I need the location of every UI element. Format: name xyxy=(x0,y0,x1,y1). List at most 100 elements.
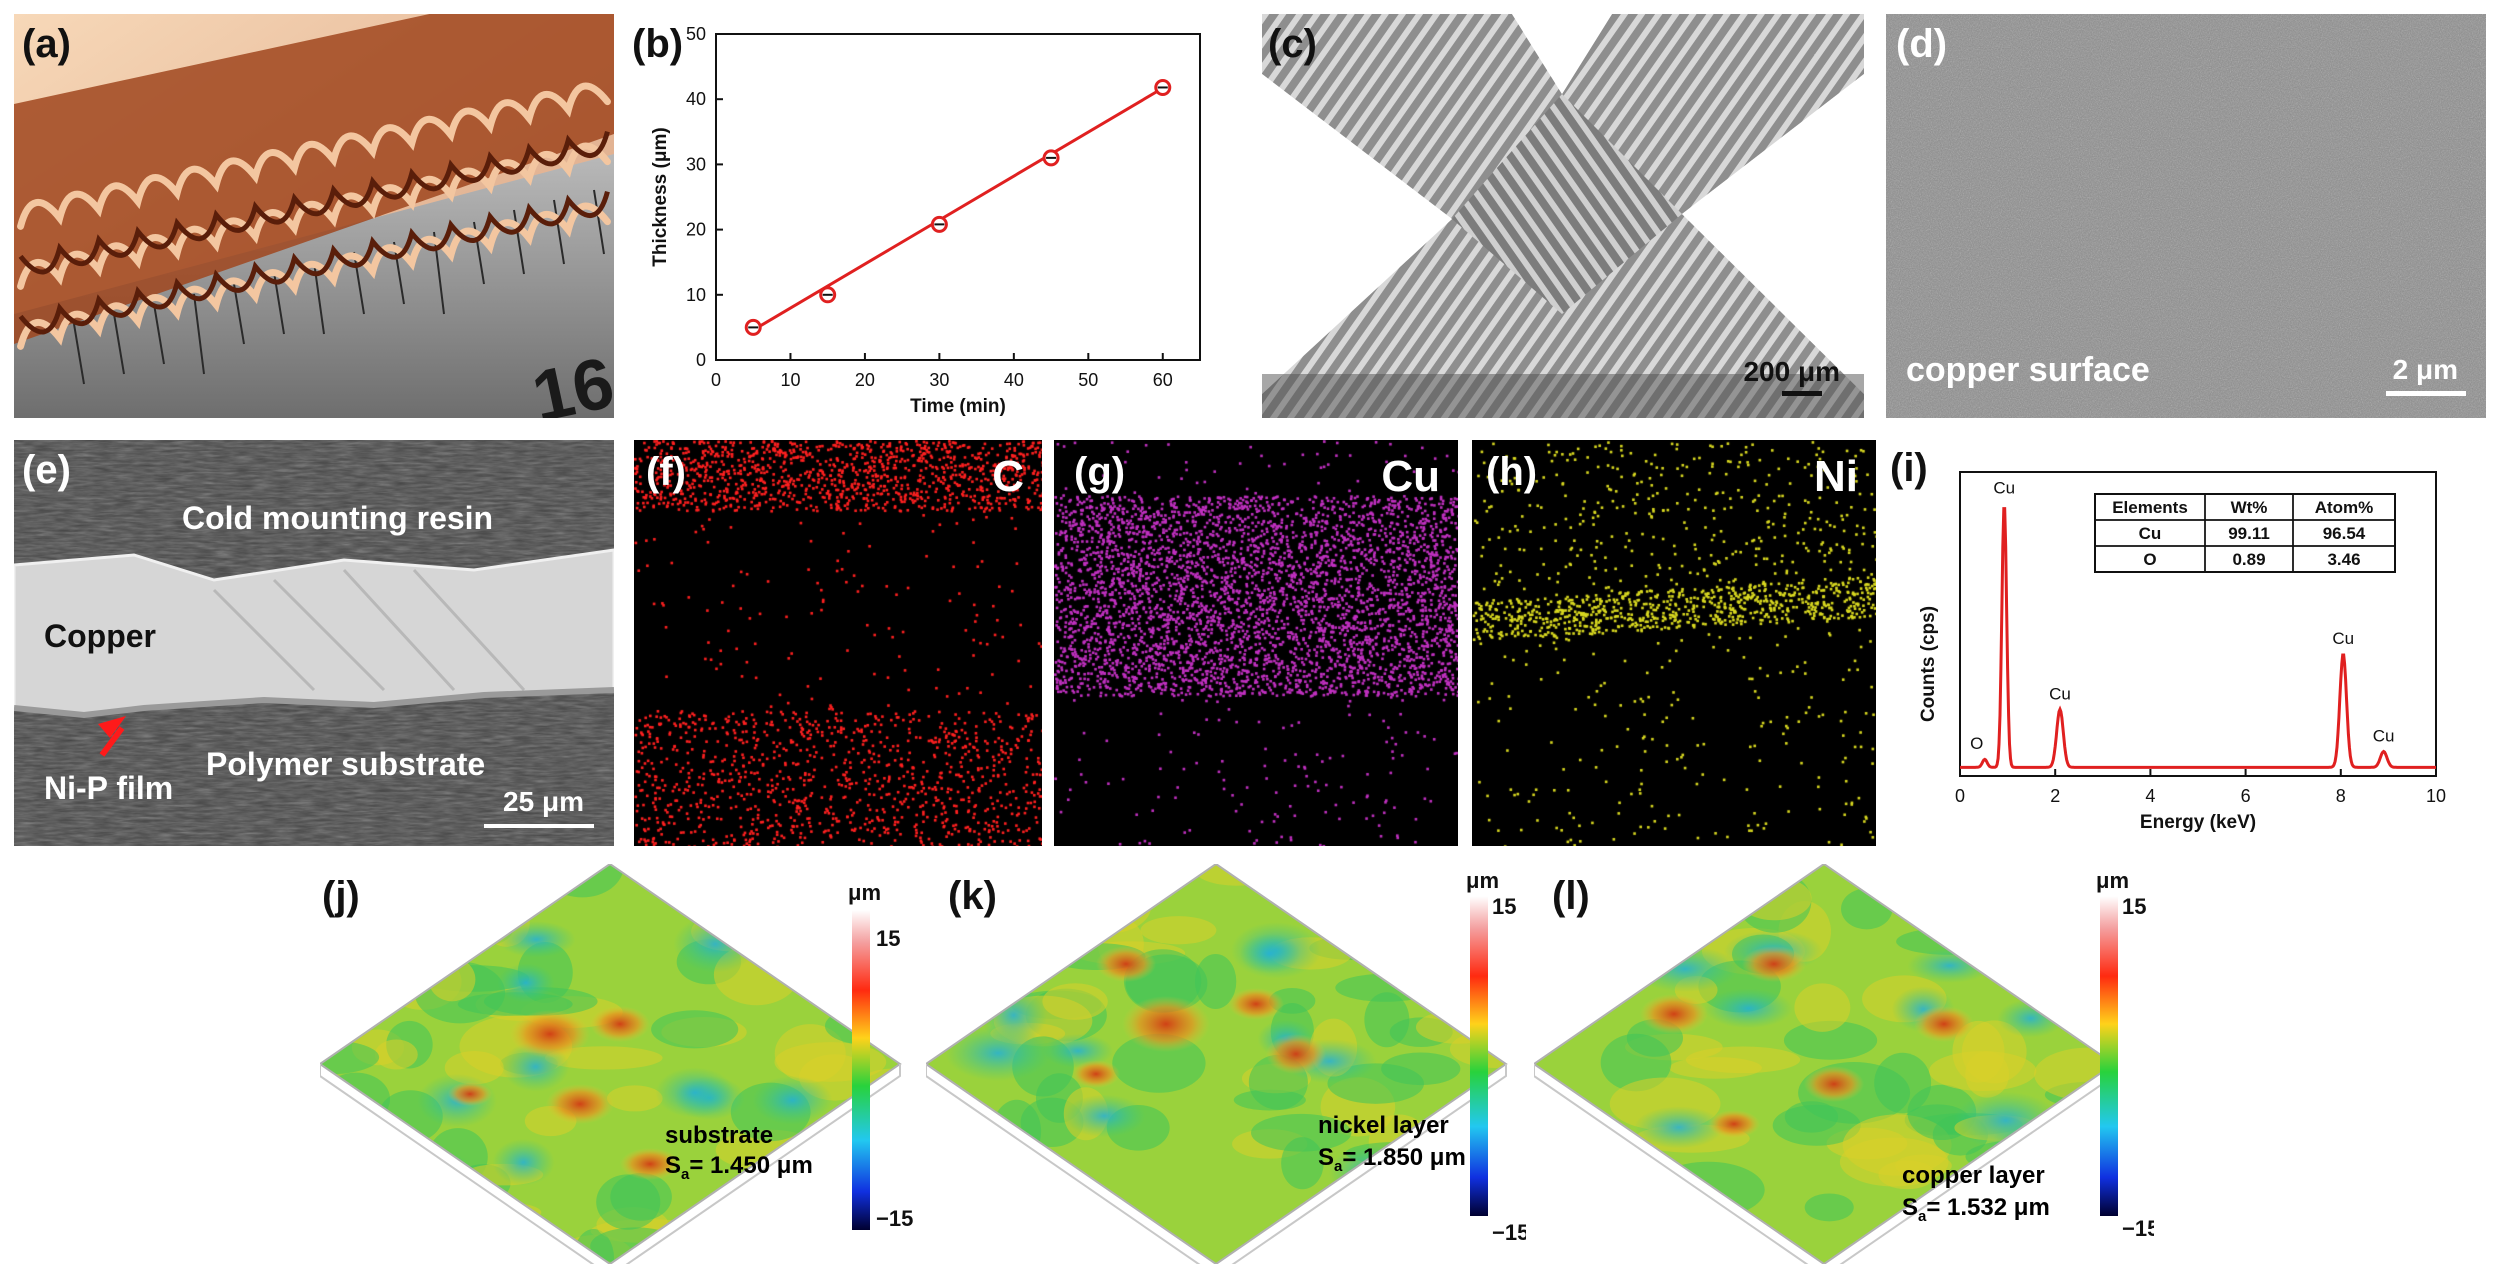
surface-patch xyxy=(764,908,812,965)
peak-label: Cu xyxy=(1993,478,2015,497)
peak-label: O xyxy=(1970,734,1983,753)
surface-peak xyxy=(448,1082,492,1106)
surface-patch xyxy=(1348,877,1403,906)
surface-low xyxy=(1704,988,1793,1029)
surface-peak xyxy=(1228,988,1284,1020)
surface-low xyxy=(655,1067,735,1118)
surface-patch xyxy=(1946,900,2016,938)
lattice-photo: 16 xyxy=(14,14,614,418)
x-tick-label: 20 xyxy=(855,370,875,390)
copper-surface-caption: copper surface xyxy=(1906,351,2150,389)
x-tick-label: 0 xyxy=(1955,786,1965,806)
surface-name-j: substrate xyxy=(665,1122,774,1149)
panel-e-cross-section: (e) Cold mounting resin Copper Polymer s… xyxy=(14,440,614,846)
surface-patch xyxy=(428,957,476,1002)
x-tick-label: 60 xyxy=(1153,370,1173,390)
table-value: Cu xyxy=(2139,524,2162,543)
surface-peak xyxy=(1096,946,1156,982)
surface-patch xyxy=(1794,983,1851,1032)
svg-text:−15: −15 xyxy=(1492,1220,1526,1244)
surface-patch xyxy=(2034,1047,2114,1101)
scale-bar-label-d: 2 μm xyxy=(2392,354,2458,385)
roughness-l: Sa= 1.532 μm xyxy=(1902,1194,2050,1225)
element-label-cu: Cu xyxy=(1381,452,1440,501)
panel-label-d: (d) xyxy=(1896,22,1948,66)
surface-edge xyxy=(926,1064,1507,1264)
y-axis-label: Thickness (μm) xyxy=(650,127,671,266)
surface-peak xyxy=(1640,994,1708,1034)
surface-patch xyxy=(1647,871,1740,902)
roughness-j: Sa= 1.450 μm xyxy=(665,1152,813,1183)
panel-label-b: (b) xyxy=(632,22,684,66)
copper-label: Copper xyxy=(44,618,156,654)
surface-patch xyxy=(596,1174,661,1230)
surface-patch xyxy=(354,1187,437,1230)
surface-patch xyxy=(792,950,846,982)
colorbar-min: −15 xyxy=(876,1206,913,1231)
y-axis-label: Counts (cps) xyxy=(1918,606,1939,722)
surface-low xyxy=(492,1138,555,1186)
cu-map xyxy=(1054,440,1458,846)
surface-low xyxy=(1952,1091,2059,1150)
surface-patch xyxy=(1400,1204,1473,1245)
y-tick-label: 10 xyxy=(686,285,706,305)
surface-patch xyxy=(1641,907,1745,928)
surface-patch xyxy=(1804,1193,1854,1222)
surface-peak xyxy=(1708,1110,1760,1138)
surface-patch xyxy=(1997,927,2075,965)
panel-c-sem: (c) 200 μm xyxy=(1262,14,1864,418)
panel-j-topography: (j) substrate Sa= 1.450 μm μm 15 −15 xyxy=(320,864,920,1264)
surface-patch xyxy=(1066,878,1152,934)
spectrum-line xyxy=(1960,507,2436,769)
surface-patch xyxy=(320,1183,399,1228)
surface-patch xyxy=(1599,952,1646,981)
surface-patch xyxy=(1651,1161,1765,1218)
element-label-ni: Ni xyxy=(1814,452,1858,501)
arrow-icon xyxy=(98,716,126,738)
surface-patch xyxy=(930,922,1016,967)
panel-label-e: (e) xyxy=(22,448,71,492)
panel-h-eds-ni: (h) Ni xyxy=(1472,440,1876,846)
element-label-c: C xyxy=(992,452,1024,501)
table-header: Wt% xyxy=(2231,498,2268,517)
surface-patch xyxy=(1534,1142,1583,1206)
panel-label-f: (f) xyxy=(646,450,686,494)
surface-name-k: nickel layer xyxy=(1318,1112,1449,1139)
cross-section-image xyxy=(14,440,614,846)
surface-patch xyxy=(986,1179,1097,1208)
panel-f-eds-c: (f) C xyxy=(634,440,1042,846)
resin-label: Cold mounting resin xyxy=(182,500,494,536)
surface-patch xyxy=(651,1010,739,1049)
svg-text:μm: μm xyxy=(2096,868,2129,893)
panel-label-l: (l) xyxy=(1552,874,1590,918)
surface-peak xyxy=(1804,1066,1864,1102)
surface-patch xyxy=(1063,883,1112,946)
fit-line xyxy=(752,86,1164,332)
surface-low xyxy=(980,986,1048,1045)
y-tick-label: 20 xyxy=(686,220,706,240)
surface-patch xyxy=(1600,1033,1672,1092)
table-value: 0.89 xyxy=(2232,550,2265,569)
surface-patch xyxy=(1140,916,1217,945)
surface-patch xyxy=(457,992,573,1016)
x-tick-label: 4 xyxy=(2145,786,2155,806)
x-tick-label: 2 xyxy=(2050,786,2060,806)
surface-low xyxy=(497,921,576,958)
panel-label-j: (j) xyxy=(322,874,360,918)
surface-patch xyxy=(1929,1051,2037,1091)
surface-patch xyxy=(1964,1236,2045,1264)
table-value: O xyxy=(2143,550,2156,569)
surface-edge xyxy=(320,1064,901,1264)
colorbar-max: 15 xyxy=(876,926,900,951)
surface-patch xyxy=(2065,1243,2114,1264)
surface-patch xyxy=(1895,1154,1952,1177)
surface-patch xyxy=(1927,1247,2015,1264)
plot-frame xyxy=(1959,471,2437,777)
colorbar-unit: μm xyxy=(848,884,881,905)
surface-patch xyxy=(1360,933,1446,975)
x-tick-label: 30 xyxy=(929,370,949,390)
surface-patch xyxy=(607,1085,663,1112)
surface-patch xyxy=(926,956,1002,984)
panel-a-photo: 16 (a) xyxy=(14,14,614,418)
panel-i-spectrum: 0 2 4 6 8 10 Energy (keV) Counts (cps) O Cu Cu Cu Cu… xyxy=(1890,440,2490,846)
